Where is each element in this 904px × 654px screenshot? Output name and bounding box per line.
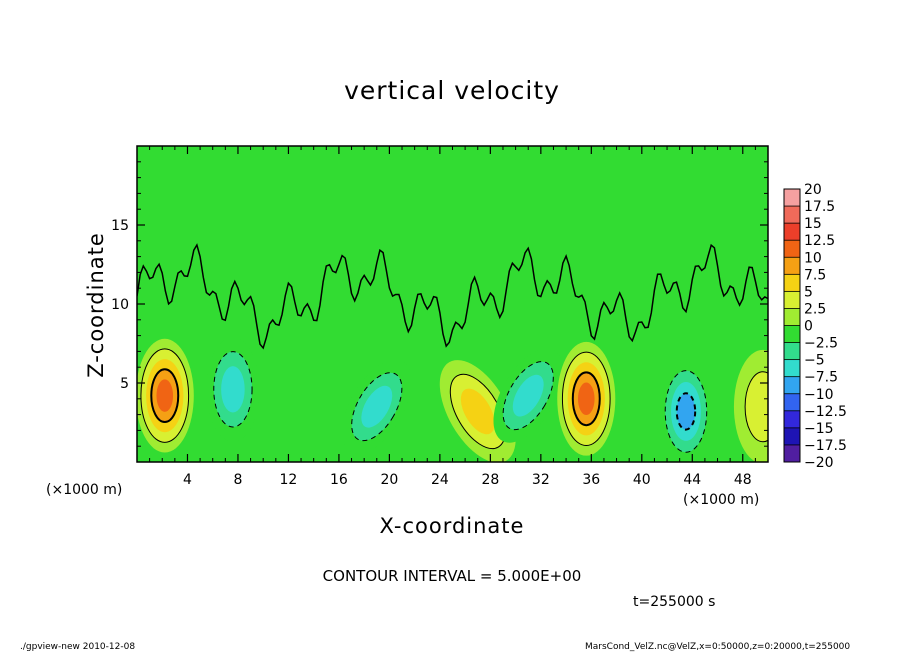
- contour-line: [571, 371, 601, 427]
- contour-interval-label: CONTOUR INTERVAL = 5.000E+00: [322, 567, 582, 585]
- colorbar-label: −7.5: [804, 370, 838, 386]
- colorbar-label: 12.5: [804, 233, 835, 249]
- footer-program-label: ./gpview-new 2010-12-08: [20, 642, 136, 652]
- contour-fill: [745, 371, 768, 442]
- contour-line: [449, 373, 506, 450]
- feature-downdraft: [342, 359, 412, 454]
- contour-line: [140, 348, 190, 443]
- feature-updraft: [137, 338, 194, 453]
- contour-line: [744, 371, 768, 443]
- contour-fill: [361, 385, 393, 428]
- x-tick-label: 44: [683, 472, 701, 488]
- contour-fill: [676, 393, 696, 430]
- colorbar-swatch: [784, 376, 800, 395]
- contour-line: [675, 392, 697, 431]
- x-tick-label: 28: [481, 472, 499, 488]
- chart-title: vertical velocity: [344, 76, 560, 105]
- colorbar-swatch: [784, 274, 800, 292]
- colorbar-swatch: [784, 308, 800, 326]
- field-clip-group: [137, 146, 768, 462]
- feature-downdraft: [493, 348, 563, 443]
- colorbar-label: 20: [804, 182, 822, 198]
- x-tick-label: 8: [233, 472, 242, 488]
- colorbar-swatch: [784, 342, 800, 361]
- footer-file-label: MarsCond_VelZ.nc@VelZ,x=0:50000,z=0:2000…: [585, 642, 851, 652]
- x-tick-label: 36: [582, 472, 600, 488]
- colorbar-label: −2.5: [804, 336, 838, 352]
- feature-downdraft: [206, 337, 260, 442]
- colorbar-label: 0: [804, 319, 813, 335]
- colorbar-label: 10: [804, 250, 822, 266]
- colorbar-label: −15: [804, 421, 834, 437]
- contour-line: [664, 370, 708, 453]
- colorbar-swatch: [784, 206, 800, 224]
- colorbar-swatch: [784, 223, 800, 241]
- colorbar-swatch: [784, 427, 800, 446]
- colorbar-swatch: [784, 189, 800, 207]
- colorbar-label: 7.5: [804, 267, 826, 283]
- feature-updraft: [439, 360, 516, 462]
- colorbar-label: −20: [804, 455, 834, 471]
- feature-downdraft: [659, 359, 713, 462]
- contour-line: [351, 372, 403, 442]
- contour-fill: [460, 388, 495, 435]
- time-label: t=255000 s: [633, 594, 716, 610]
- x-unit-label-left: (×1000 m): [46, 482, 123, 498]
- contour-line: [213, 351, 253, 428]
- x-tick-label: 16: [330, 472, 348, 488]
- colorbar-swatch: [784, 410, 800, 429]
- x-tick-label: 32: [532, 472, 550, 488]
- feature-updraft: [557, 341, 616, 456]
- x-unit-label-right: (×1000 m): [683, 492, 760, 508]
- colorbar-swatch: [784, 291, 800, 309]
- colorbar-label: 2.5: [804, 301, 826, 317]
- colorbar-swatch: [784, 325, 800, 344]
- colorbar-label: −17.5: [804, 438, 847, 454]
- contour-line: [561, 351, 611, 447]
- x-tick-label: 4: [183, 472, 192, 488]
- y-tick-label: 15: [111, 218, 129, 234]
- colorbar-swatch: [784, 359, 800, 378]
- x-tick-label: 20: [380, 472, 398, 488]
- zero-contour-line: [137, 243, 768, 350]
- contour-fill: [577, 382, 595, 416]
- colorbar-label: 15: [804, 216, 822, 232]
- contour-fill: [156, 379, 174, 412]
- colorbar-label: 17.5: [804, 199, 835, 215]
- contour-fill: [221, 366, 245, 413]
- x-tick-label: 48: [734, 472, 752, 488]
- plot-area: [137, 146, 768, 462]
- feature-updraft: [733, 349, 768, 462]
- colorbar-swatch: [784, 444, 800, 463]
- contour-line: [502, 361, 554, 431]
- x-axis-label: X-coordinate: [379, 514, 525, 538]
- contour-fill: [512, 374, 544, 417]
- colorbar-label: −10: [804, 387, 834, 403]
- x-tick-label: 12: [280, 472, 298, 488]
- y-tick-label: 10: [111, 297, 129, 313]
- colorbar-label: −5: [804, 353, 825, 369]
- y-tick-label: 5: [120, 376, 129, 392]
- x-tick-label: 24: [431, 472, 449, 488]
- colorbar-swatch: [784, 257, 800, 275]
- colorbar-swatch: [784, 240, 800, 258]
- contour-line: [150, 368, 180, 424]
- colorbar-swatch: [784, 393, 800, 412]
- colorbar-label: −12.5: [804, 404, 847, 420]
- colorbar-label: 5: [804, 284, 813, 300]
- x-tick-label: 40: [633, 472, 651, 488]
